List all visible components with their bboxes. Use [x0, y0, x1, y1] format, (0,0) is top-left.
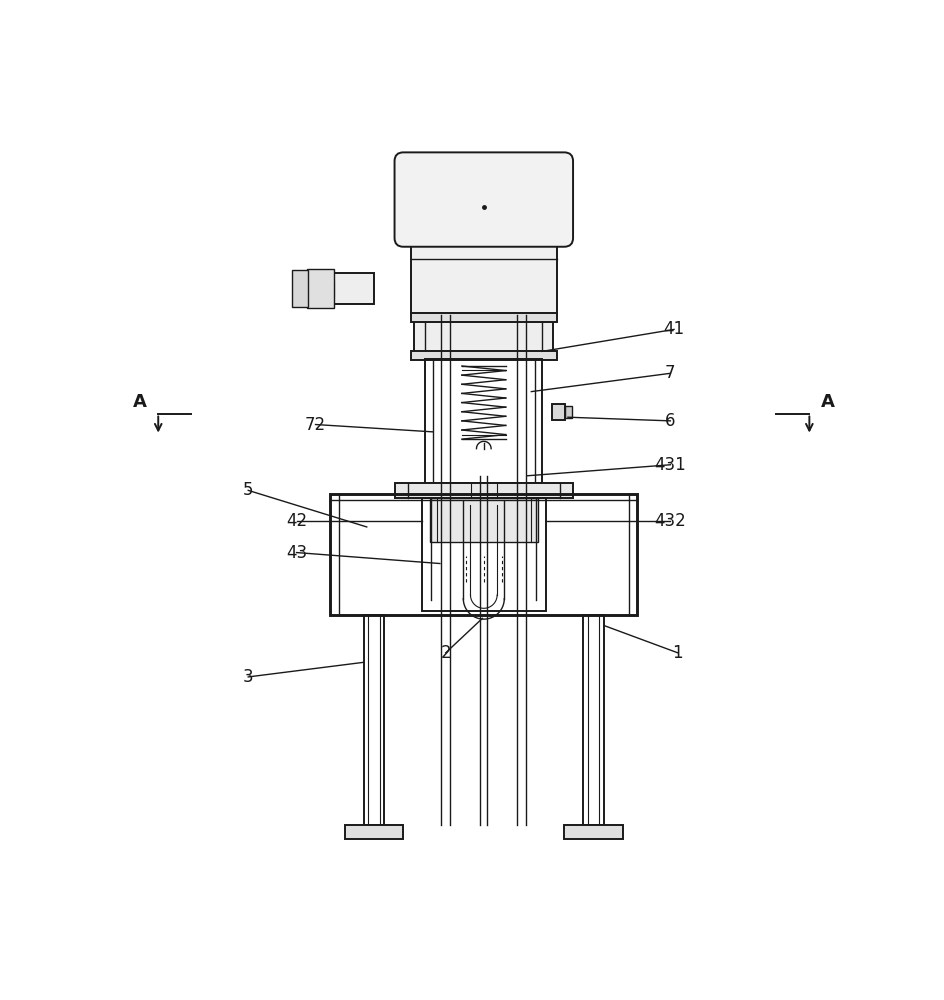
- Bar: [345, 825, 403, 839]
- Text: 2: 2: [441, 644, 451, 662]
- Text: 431: 431: [654, 456, 686, 474]
- Bar: [430, 498, 538, 542]
- Bar: [292, 270, 309, 307]
- Bar: [411, 238, 557, 315]
- Text: 42: 42: [286, 512, 307, 530]
- Text: 41: 41: [664, 320, 684, 338]
- Text: 7: 7: [666, 364, 676, 382]
- Bar: [552, 404, 565, 420]
- Text: 3: 3: [243, 668, 254, 686]
- Bar: [330, 494, 637, 615]
- Bar: [411, 313, 557, 322]
- Bar: [565, 825, 623, 839]
- Bar: [583, 615, 604, 825]
- Text: 1: 1: [672, 644, 683, 662]
- Bar: [411, 351, 557, 360]
- Bar: [334, 273, 374, 304]
- Bar: [418, 313, 549, 324]
- FancyBboxPatch shape: [395, 152, 573, 247]
- Text: 5: 5: [243, 481, 254, 499]
- Bar: [422, 498, 546, 611]
- Text: A: A: [820, 393, 834, 411]
- Text: 72: 72: [305, 416, 326, 434]
- Bar: [425, 359, 542, 483]
- Bar: [395, 483, 573, 498]
- Text: 6: 6: [666, 412, 676, 430]
- Text: A: A: [133, 393, 147, 411]
- Bar: [363, 615, 384, 825]
- Bar: [565, 406, 572, 418]
- Text: 432: 432: [654, 512, 686, 530]
- Bar: [414, 315, 553, 359]
- Text: 43: 43: [286, 544, 307, 562]
- Bar: [307, 269, 334, 308]
